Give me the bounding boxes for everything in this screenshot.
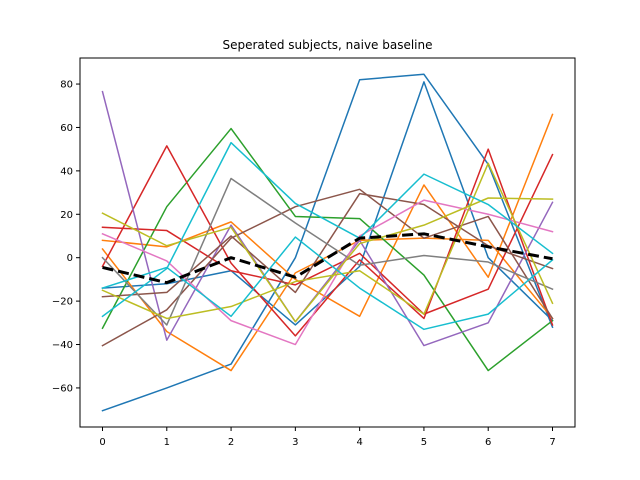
- y-axis: −60 −40 −20 0 20 40 60 80: [52, 80, 80, 394]
- series-line-12: [101, 197, 554, 323]
- x-tick-label: 5: [421, 437, 427, 448]
- series-line-2: [101, 113, 554, 318]
- series-line-13: [101, 162, 554, 320]
- series-line-6: [101, 145, 554, 337]
- series-line-1: [101, 81, 554, 326]
- y-tick-label: −60: [52, 383, 73, 394]
- x-tick-label: 3: [292, 437, 298, 448]
- y-tick-label: −20: [52, 297, 73, 308]
- series-line-14: [101, 141, 554, 318]
- chart-title: Seperated subjects, naive baseline: [222, 38, 432, 52]
- y-tick-label: 0: [67, 253, 73, 264]
- series-line-9: [101, 192, 554, 298]
- series-line-5: [101, 153, 554, 315]
- series-line-3: [101, 237, 554, 372]
- series-layer: [101, 73, 554, 412]
- y-tick-label: 80: [60, 80, 73, 91]
- x-tick-label: 4: [356, 437, 362, 448]
- y-tick-label: 20: [60, 210, 73, 221]
- series-line-7: [101, 90, 554, 347]
- x-tick-label: 7: [549, 437, 555, 448]
- y-tick-label: 60: [60, 123, 73, 134]
- plot-frame: [79, 57, 576, 428]
- series-line-8: [101, 188, 554, 347]
- x-tick-label: 1: [164, 437, 170, 448]
- x-tick-label: 2: [228, 437, 234, 448]
- series-line-0: [101, 73, 554, 412]
- y-tick-label: −40: [52, 340, 73, 351]
- mean-series-line: [102, 232, 553, 285]
- x-tick-label: 6: [485, 437, 491, 448]
- series-line-15: [101, 236, 554, 331]
- x-axis: 0 1 2 3 4 5 6 7: [99, 427, 556, 448]
- series-line-10: [101, 199, 554, 346]
- x-tick-label: 0: [99, 437, 105, 448]
- series-line-11: [101, 177, 554, 326]
- series-line-4: [101, 127, 554, 372]
- y-tick-label: 40: [60, 166, 73, 177]
